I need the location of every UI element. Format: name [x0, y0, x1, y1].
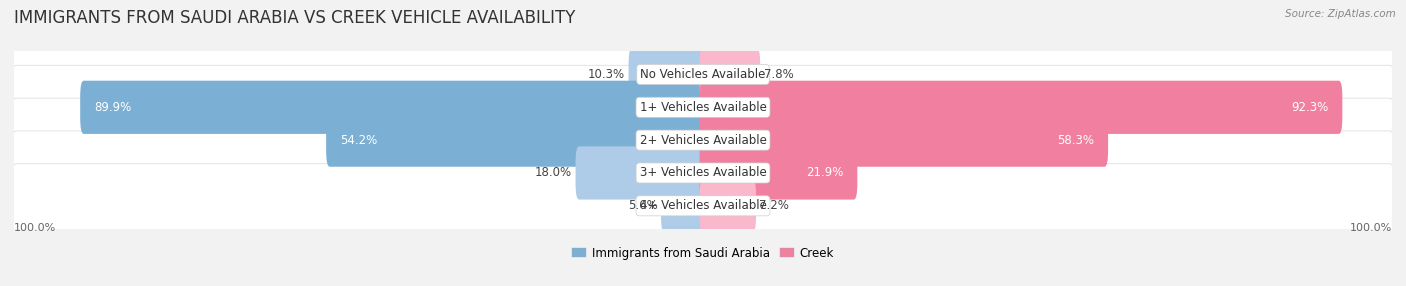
Text: 54.2%: 54.2% — [340, 134, 377, 147]
Text: 100.0%: 100.0% — [1350, 223, 1392, 233]
Text: 3+ Vehicles Available: 3+ Vehicles Available — [640, 166, 766, 180]
Legend: Immigrants from Saudi Arabia, Creek: Immigrants from Saudi Arabia, Creek — [569, 244, 837, 262]
FancyBboxPatch shape — [11, 65, 1395, 149]
Text: 5.6%: 5.6% — [628, 199, 658, 212]
Text: Source: ZipAtlas.com: Source: ZipAtlas.com — [1285, 9, 1396, 19]
FancyBboxPatch shape — [700, 48, 761, 101]
Text: 18.0%: 18.0% — [534, 166, 572, 180]
FancyBboxPatch shape — [700, 179, 756, 233]
Text: 2+ Vehicles Available: 2+ Vehicles Available — [640, 134, 766, 147]
FancyBboxPatch shape — [700, 114, 1108, 167]
FancyBboxPatch shape — [628, 48, 706, 101]
Text: 21.9%: 21.9% — [806, 166, 844, 180]
Text: IMMIGRANTS FROM SAUDI ARABIA VS CREEK VEHICLE AVAILABILITY: IMMIGRANTS FROM SAUDI ARABIA VS CREEK VE… — [14, 9, 575, 27]
Text: 4+ Vehicles Available: 4+ Vehicles Available — [640, 199, 766, 212]
Text: 92.3%: 92.3% — [1291, 101, 1329, 114]
FancyBboxPatch shape — [661, 179, 706, 233]
FancyBboxPatch shape — [575, 146, 706, 200]
Text: No Vehicles Available: No Vehicles Available — [640, 68, 766, 81]
Text: 7.8%: 7.8% — [763, 68, 793, 81]
FancyBboxPatch shape — [80, 81, 706, 134]
FancyBboxPatch shape — [11, 164, 1395, 248]
Text: 58.3%: 58.3% — [1057, 134, 1094, 147]
Text: 10.3%: 10.3% — [588, 68, 626, 81]
Text: 1+ Vehicles Available: 1+ Vehicles Available — [640, 101, 766, 114]
FancyBboxPatch shape — [11, 98, 1395, 182]
Text: 100.0%: 100.0% — [14, 223, 56, 233]
Text: 89.9%: 89.9% — [94, 101, 131, 114]
FancyBboxPatch shape — [326, 114, 706, 167]
Text: 7.2%: 7.2% — [759, 199, 789, 212]
FancyBboxPatch shape — [11, 131, 1395, 215]
FancyBboxPatch shape — [700, 146, 858, 200]
FancyBboxPatch shape — [700, 81, 1343, 134]
FancyBboxPatch shape — [11, 32, 1395, 116]
